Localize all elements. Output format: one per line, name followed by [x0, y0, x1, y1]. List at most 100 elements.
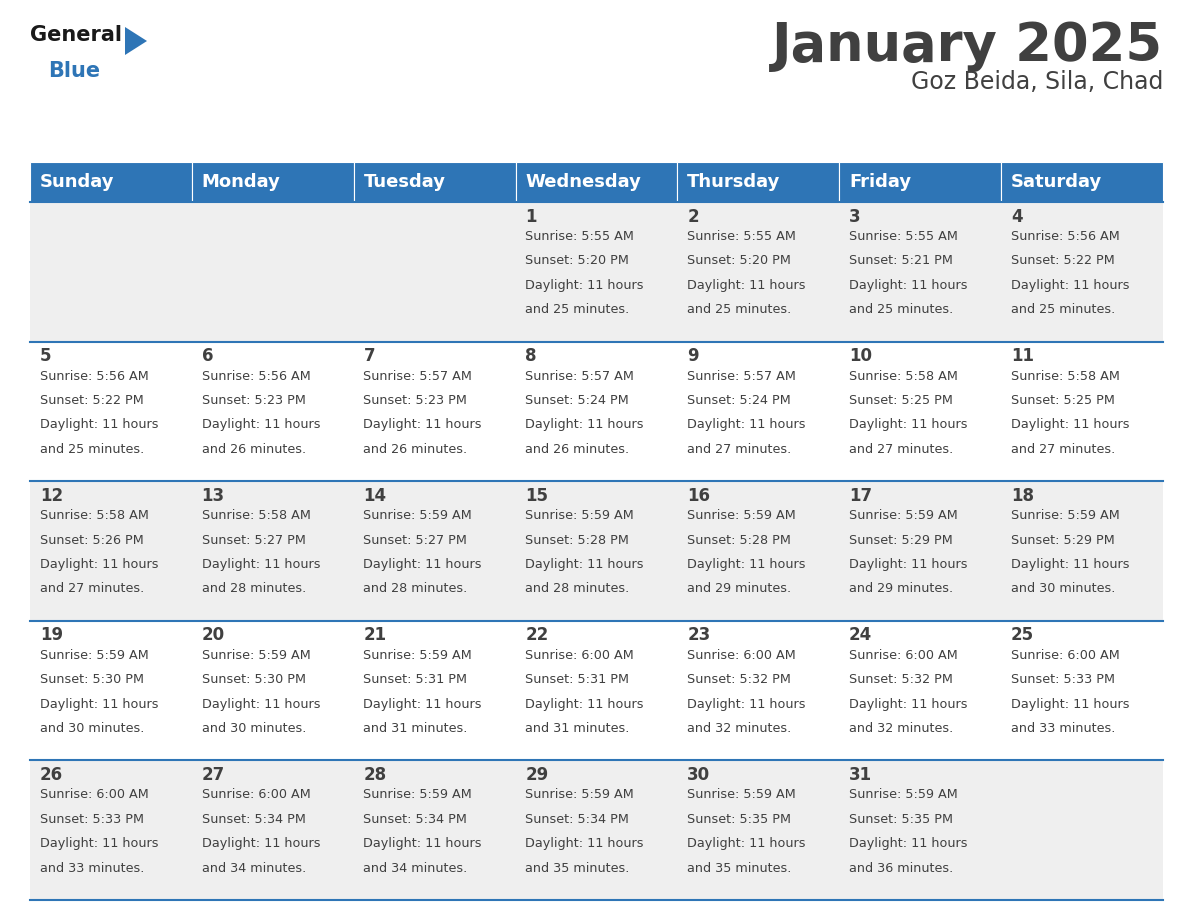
- Text: and 31 minutes.: and 31 minutes.: [364, 722, 468, 735]
- Text: and 32 minutes.: and 32 minutes.: [687, 722, 791, 735]
- Text: 22: 22: [525, 626, 549, 644]
- Text: and 30 minutes.: and 30 minutes.: [39, 722, 144, 735]
- Text: Sunrise: 5:58 AM: Sunrise: 5:58 AM: [1011, 370, 1120, 383]
- Text: Sunset: 5:25 PM: Sunset: 5:25 PM: [849, 394, 953, 407]
- Text: Daylight: 11 hours: Daylight: 11 hours: [1011, 698, 1130, 711]
- Text: 13: 13: [202, 487, 225, 505]
- Text: Sunrise: 5:59 AM: Sunrise: 5:59 AM: [1011, 509, 1119, 522]
- Text: Thursday: Thursday: [687, 173, 781, 191]
- Text: Daylight: 11 hours: Daylight: 11 hours: [525, 837, 644, 850]
- Text: Sunset: 5:31 PM: Sunset: 5:31 PM: [364, 673, 467, 687]
- Bar: [30, 341, 1163, 481]
- Text: Sunrise: 6:00 AM: Sunrise: 6:00 AM: [202, 789, 310, 801]
- Text: and 31 minutes.: and 31 minutes.: [525, 722, 630, 735]
- Text: Sunrise: 6:00 AM: Sunrise: 6:00 AM: [687, 649, 796, 662]
- Text: 7: 7: [364, 347, 375, 365]
- Text: 31: 31: [849, 766, 872, 784]
- Text: Sunrise: 5:55 AM: Sunrise: 5:55 AM: [849, 230, 958, 243]
- Text: Daylight: 11 hours: Daylight: 11 hours: [525, 419, 644, 431]
- Text: 1: 1: [525, 207, 537, 226]
- Text: Sunset: 5:30 PM: Sunset: 5:30 PM: [202, 673, 305, 687]
- Text: Sunrise: 5:59 AM: Sunrise: 5:59 AM: [849, 509, 958, 522]
- Text: and 35 minutes.: and 35 minutes.: [525, 862, 630, 875]
- Text: and 33 minutes.: and 33 minutes.: [39, 862, 144, 875]
- Bar: [30, 162, 191, 202]
- Text: Daylight: 11 hours: Daylight: 11 hours: [364, 558, 482, 571]
- Text: Goz Beida, Sila, Chad: Goz Beida, Sila, Chad: [911, 70, 1163, 94]
- Text: 25: 25: [1011, 626, 1034, 644]
- Bar: [191, 162, 354, 202]
- Text: and 25 minutes.: and 25 minutes.: [1011, 303, 1116, 317]
- Text: Sunrise: 5:59 AM: Sunrise: 5:59 AM: [687, 509, 796, 522]
- Text: Sunset: 5:32 PM: Sunset: 5:32 PM: [687, 673, 791, 687]
- Bar: [30, 202, 1163, 341]
- Text: Sunset: 5:28 PM: Sunset: 5:28 PM: [525, 533, 630, 546]
- Text: 10: 10: [849, 347, 872, 365]
- Text: 4: 4: [1011, 207, 1023, 226]
- Text: Daylight: 11 hours: Daylight: 11 hours: [849, 419, 967, 431]
- Text: Sunrise: 5:59 AM: Sunrise: 5:59 AM: [202, 649, 310, 662]
- Text: Sunset: 5:34 PM: Sunset: 5:34 PM: [525, 812, 630, 826]
- Text: Sunset: 5:23 PM: Sunset: 5:23 PM: [364, 394, 467, 407]
- Text: Sunset: 5:34 PM: Sunset: 5:34 PM: [202, 812, 305, 826]
- Text: Sunrise: 6:00 AM: Sunrise: 6:00 AM: [39, 789, 148, 801]
- Text: Sunset: 5:29 PM: Sunset: 5:29 PM: [849, 533, 953, 546]
- Text: Daylight: 11 hours: Daylight: 11 hours: [687, 698, 805, 711]
- Text: Sunrise: 5:55 AM: Sunrise: 5:55 AM: [525, 230, 634, 243]
- Text: Daylight: 11 hours: Daylight: 11 hours: [39, 698, 158, 711]
- Text: Sunday: Sunday: [39, 173, 114, 191]
- Text: Sunset: 5:28 PM: Sunset: 5:28 PM: [687, 533, 791, 546]
- Text: Daylight: 11 hours: Daylight: 11 hours: [39, 419, 158, 431]
- Text: Sunrise: 5:56 AM: Sunrise: 5:56 AM: [39, 370, 148, 383]
- Text: 2: 2: [687, 207, 699, 226]
- Text: and 29 minutes.: and 29 minutes.: [687, 583, 791, 596]
- Text: 23: 23: [687, 626, 710, 644]
- Text: General: General: [30, 25, 122, 45]
- Text: 16: 16: [687, 487, 710, 505]
- Text: Sunset: 5:29 PM: Sunset: 5:29 PM: [1011, 533, 1114, 546]
- Text: Sunset: 5:27 PM: Sunset: 5:27 PM: [202, 533, 305, 546]
- Text: and 26 minutes.: and 26 minutes.: [202, 442, 305, 456]
- Text: 29: 29: [525, 766, 549, 784]
- Text: Sunrise: 5:59 AM: Sunrise: 5:59 AM: [39, 649, 148, 662]
- Text: Daylight: 11 hours: Daylight: 11 hours: [364, 698, 482, 711]
- Text: Sunset: 5:23 PM: Sunset: 5:23 PM: [202, 394, 305, 407]
- Text: and 27 minutes.: and 27 minutes.: [687, 442, 791, 456]
- Text: Friday: Friday: [849, 173, 911, 191]
- Text: Saturday: Saturday: [1011, 173, 1102, 191]
- Text: and 32 minutes.: and 32 minutes.: [849, 722, 953, 735]
- Text: Daylight: 11 hours: Daylight: 11 hours: [364, 837, 482, 850]
- Text: and 29 minutes.: and 29 minutes.: [849, 583, 953, 596]
- Text: and 25 minutes.: and 25 minutes.: [849, 303, 953, 317]
- Text: Daylight: 11 hours: Daylight: 11 hours: [687, 837, 805, 850]
- Text: Sunset: 5:32 PM: Sunset: 5:32 PM: [849, 673, 953, 687]
- Text: and 27 minutes.: and 27 minutes.: [849, 442, 953, 456]
- Text: and 25 minutes.: and 25 minutes.: [39, 442, 144, 456]
- Text: Daylight: 11 hours: Daylight: 11 hours: [1011, 558, 1130, 571]
- Text: 17: 17: [849, 487, 872, 505]
- Text: Sunrise: 6:00 AM: Sunrise: 6:00 AM: [1011, 649, 1119, 662]
- Text: and 33 minutes.: and 33 minutes.: [1011, 722, 1116, 735]
- Text: 18: 18: [1011, 487, 1034, 505]
- Text: Sunrise: 5:59 AM: Sunrise: 5:59 AM: [364, 509, 472, 522]
- Text: Daylight: 11 hours: Daylight: 11 hours: [39, 558, 158, 571]
- Text: 27: 27: [202, 766, 225, 784]
- Text: Daylight: 11 hours: Daylight: 11 hours: [1011, 419, 1130, 431]
- Text: Daylight: 11 hours: Daylight: 11 hours: [202, 837, 320, 850]
- Text: 24: 24: [849, 626, 872, 644]
- Text: Sunset: 5:24 PM: Sunset: 5:24 PM: [525, 394, 628, 407]
- Text: Daylight: 11 hours: Daylight: 11 hours: [849, 837, 967, 850]
- Text: 5: 5: [39, 347, 51, 365]
- Text: 3: 3: [849, 207, 860, 226]
- Text: Sunset: 5:25 PM: Sunset: 5:25 PM: [1011, 394, 1114, 407]
- Text: Sunrise: 5:57 AM: Sunrise: 5:57 AM: [364, 370, 473, 383]
- Text: and 27 minutes.: and 27 minutes.: [39, 583, 144, 596]
- Text: Sunset: 5:22 PM: Sunset: 5:22 PM: [1011, 254, 1114, 267]
- Bar: [839, 162, 1001, 202]
- Text: Sunrise: 6:00 AM: Sunrise: 6:00 AM: [849, 649, 958, 662]
- Text: and 30 minutes.: and 30 minutes.: [1011, 583, 1116, 596]
- Text: Daylight: 11 hours: Daylight: 11 hours: [202, 558, 320, 571]
- Text: Daylight: 11 hours: Daylight: 11 hours: [364, 419, 482, 431]
- Text: Daylight: 11 hours: Daylight: 11 hours: [849, 558, 967, 571]
- Text: Daylight: 11 hours: Daylight: 11 hours: [525, 698, 644, 711]
